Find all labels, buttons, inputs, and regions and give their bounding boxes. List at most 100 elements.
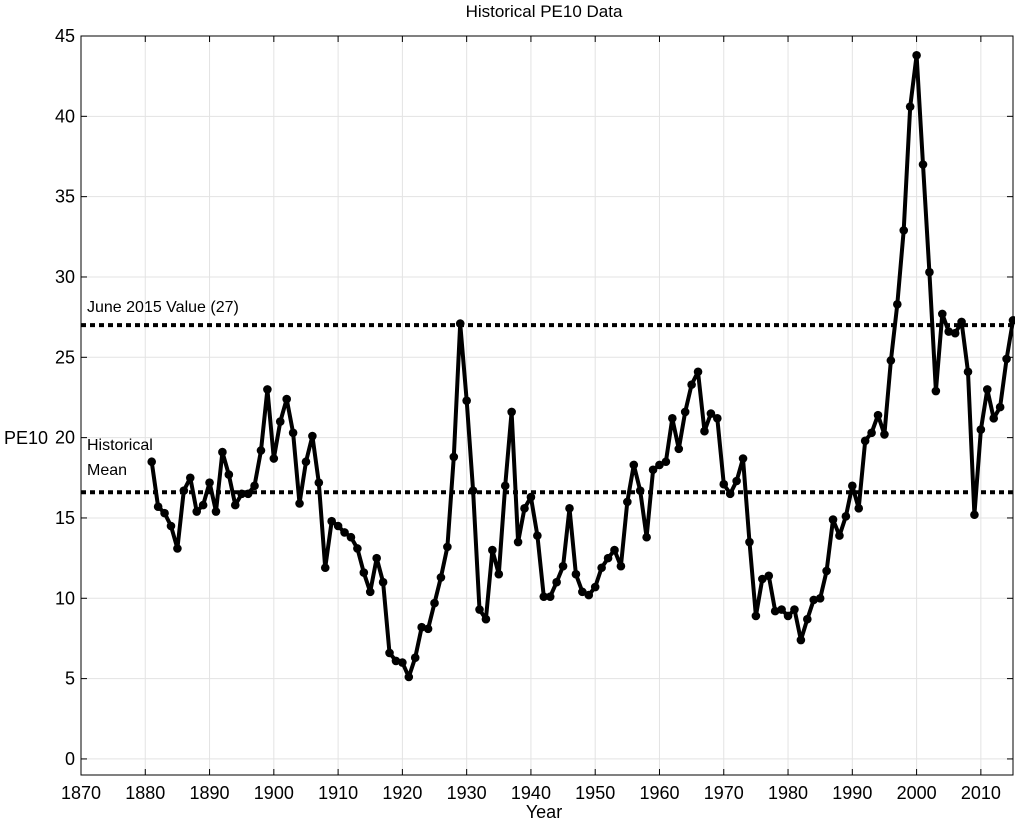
data-point xyxy=(989,414,999,423)
data-point xyxy=(770,606,780,616)
data-point xyxy=(822,566,831,576)
data-point xyxy=(674,444,684,454)
y-tick-label: 25 xyxy=(55,347,75,367)
x-tick-label: 1870 xyxy=(61,783,101,803)
data-point xyxy=(982,385,992,394)
data-point xyxy=(423,624,433,634)
data-point xyxy=(526,492,536,502)
y-tick-label: 5 xyxy=(65,669,75,689)
chart-title: Historical PE10 Data xyxy=(466,2,623,21)
data-point xyxy=(719,479,729,489)
x-tick-label: 1970 xyxy=(704,783,744,803)
axis-ticks xyxy=(80,35,1013,775)
data-point xyxy=(815,593,825,603)
data-point xyxy=(1008,316,1015,325)
data-point xyxy=(893,299,902,309)
data-point xyxy=(539,592,549,601)
data-point xyxy=(783,611,793,621)
data-point xyxy=(417,622,426,632)
data-point xyxy=(603,553,613,563)
data-point xyxy=(680,407,690,417)
data-point xyxy=(590,582,600,592)
data-point xyxy=(700,426,709,436)
data-point xyxy=(192,507,201,516)
data-point xyxy=(160,508,169,518)
data-point xyxy=(931,386,941,396)
data-point xyxy=(809,595,819,605)
data-point xyxy=(314,478,324,487)
data-point xyxy=(211,507,221,516)
data-point xyxy=(333,521,343,531)
data-point xyxy=(963,367,973,377)
data-point xyxy=(301,457,311,467)
data-point xyxy=(629,460,639,470)
y-tick-label: 35 xyxy=(55,187,75,207)
data-point xyxy=(552,577,561,587)
data-point xyxy=(745,537,754,547)
data-point xyxy=(198,500,208,510)
plot-area-frame xyxy=(80,35,1014,776)
data-point xyxy=(642,532,651,542)
data-point xyxy=(687,380,696,389)
y-tick-label: 40 xyxy=(55,106,75,126)
data-point xyxy=(610,545,619,555)
data-point xyxy=(790,605,799,614)
data-point xyxy=(320,563,330,573)
data-point xyxy=(738,454,748,463)
data-point xyxy=(777,605,786,614)
reference-line-labels: June 2015 Value (27) Historical Mean xyxy=(87,299,239,479)
data-point xyxy=(230,500,240,510)
x-tick-label: 1890 xyxy=(190,783,230,803)
data-point xyxy=(655,460,664,470)
data-point xyxy=(147,457,157,467)
data-point xyxy=(565,504,574,513)
y-tick-label: 45 xyxy=(55,26,75,46)
historical-mean-label-line1: Historical xyxy=(87,437,153,454)
data-point xyxy=(243,489,253,499)
x-tick-label: 1960 xyxy=(639,783,679,803)
y-tick-labels: 0 5 10 15 20 25 30 35 40 45 xyxy=(55,26,75,769)
data-point xyxy=(205,478,214,487)
data-point xyxy=(295,499,304,508)
y-tick-label: 30 xyxy=(55,267,75,287)
data-point xyxy=(758,574,767,584)
data-point xyxy=(353,544,362,553)
data-point xyxy=(378,577,388,587)
data-point xyxy=(224,470,234,479)
data-point xyxy=(340,528,349,537)
data-point xyxy=(185,473,195,483)
data-point xyxy=(944,327,954,336)
data-point xyxy=(693,367,703,377)
data-point xyxy=(828,515,838,524)
x-tick-labels: 1870 1880 1890 1900 1910 1920 1930 1940 1950 1960… xyxy=(61,783,1001,803)
series-pe10 xyxy=(147,50,1015,682)
data-point xyxy=(880,430,889,439)
y-tick-label: 0 xyxy=(65,749,75,769)
historical-mean-label-line2: Mean xyxy=(87,462,127,479)
x-tick-label: 1940 xyxy=(511,783,551,803)
data-point xyxy=(841,512,851,521)
data-point xyxy=(179,486,189,495)
data-point xyxy=(661,457,671,467)
data-point xyxy=(860,436,870,446)
data-point xyxy=(925,267,934,277)
data-point xyxy=(976,425,986,434)
data-point xyxy=(520,504,529,513)
data-point xyxy=(918,160,928,169)
data-point xyxy=(481,614,491,624)
data-point xyxy=(751,611,761,621)
reference-lines xyxy=(81,323,1013,495)
data-point xyxy=(391,656,401,666)
x-tick-label: 1900 xyxy=(254,783,294,803)
data-point xyxy=(796,635,806,645)
data-point xyxy=(584,590,594,600)
data-point xyxy=(912,50,921,60)
data-point xyxy=(558,561,568,571)
data-point xyxy=(513,537,523,547)
data-point xyxy=(706,409,716,418)
data-point xyxy=(725,489,735,499)
data-point xyxy=(995,402,1005,412)
